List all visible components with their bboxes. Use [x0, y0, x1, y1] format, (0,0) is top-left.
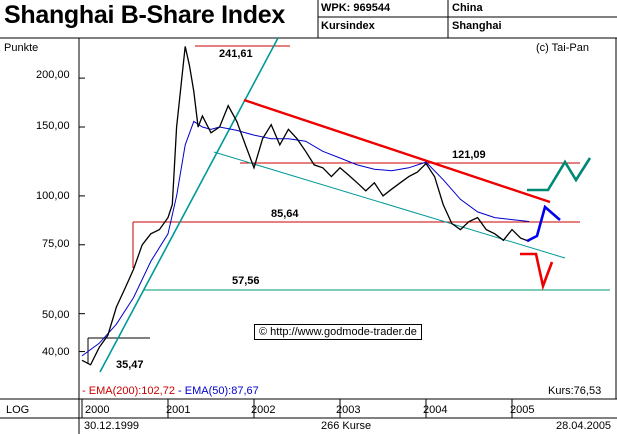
y-tick-label-50: 50,00	[42, 309, 70, 321]
wpk-label: WPK: 969544	[321, 2, 391, 14]
annotation-85: 85,64	[271, 208, 299, 220]
legend-item-ema50: EMA(50):87,67	[184, 385, 259, 397]
base-scenario-arrow	[526, 204, 561, 243]
y-axis-label: Punkte	[4, 42, 39, 54]
annotation-241: 241,61	[219, 48, 253, 60]
x-tick-label-2004: 2004	[423, 404, 448, 416]
page-title: Shanghai B-Share Index	[4, 1, 285, 29]
y-tick-label-200: 200,00	[36, 69, 70, 81]
start-date-label: 30.12.1999	[84, 420, 140, 432]
annotation-57: 57,56	[232, 275, 260, 287]
end-date-label: 28.04.2005	[556, 420, 612, 432]
y-tick-label-100: 100,00	[36, 190, 70, 202]
y-tick-label-40: 40,00	[42, 346, 70, 358]
lower-channel-line	[213, 151, 566, 259]
count-label: 266 Kurse	[321, 420, 372, 432]
legend-marker-ema200: -	[82, 385, 89, 397]
legend-marker-ema50: -	[178, 385, 185, 397]
uptrend-line	[99, 37, 279, 373]
price-line	[81, 46, 530, 366]
legend-item-ema200: EMA(200):102,72	[88, 385, 175, 397]
country-label: China	[452, 2, 483, 14]
last-price-label: Kurs:76,53	[548, 385, 602, 397]
y-axis-ticks	[79, 77, 85, 353]
annotation-35: 35,47	[116, 359, 144, 371]
plot-frame	[78, 37, 617, 400]
x-tick-label-2002: 2002	[251, 404, 276, 416]
ema50-line	[81, 120, 530, 357]
x-tick-label-2001: 2001	[166, 404, 191, 416]
x-tick-label-2005: 2005	[510, 404, 535, 416]
y-tick-label-75: 75,00	[42, 238, 70, 250]
index-type-label: Kursindex	[321, 20, 375, 32]
scale-mode-label: LOG	[6, 404, 30, 416]
bullish-scenario-arrow	[527, 157, 592, 192]
x-tick-label-2000: 2000	[85, 404, 110, 416]
downtrend-line	[243, 98, 551, 204]
annotation-121: 121,09	[452, 149, 486, 161]
x-tick-label-2003: 2003	[336, 404, 361, 416]
bearish-scenario-arrow	[520, 252, 554, 291]
exchange-label: Shanghai	[452, 20, 502, 32]
y-tick-label-150: 150,00	[36, 120, 70, 132]
copyright-label: (c) Tai-Pan	[536, 42, 589, 54]
legend: - EMA(200):102,72 - EMA(50):87,67	[82, 385, 259, 397]
watermark-box: © http://www.godmode-trader.de	[254, 324, 422, 340]
x-axis-ticks	[81, 399, 513, 418]
